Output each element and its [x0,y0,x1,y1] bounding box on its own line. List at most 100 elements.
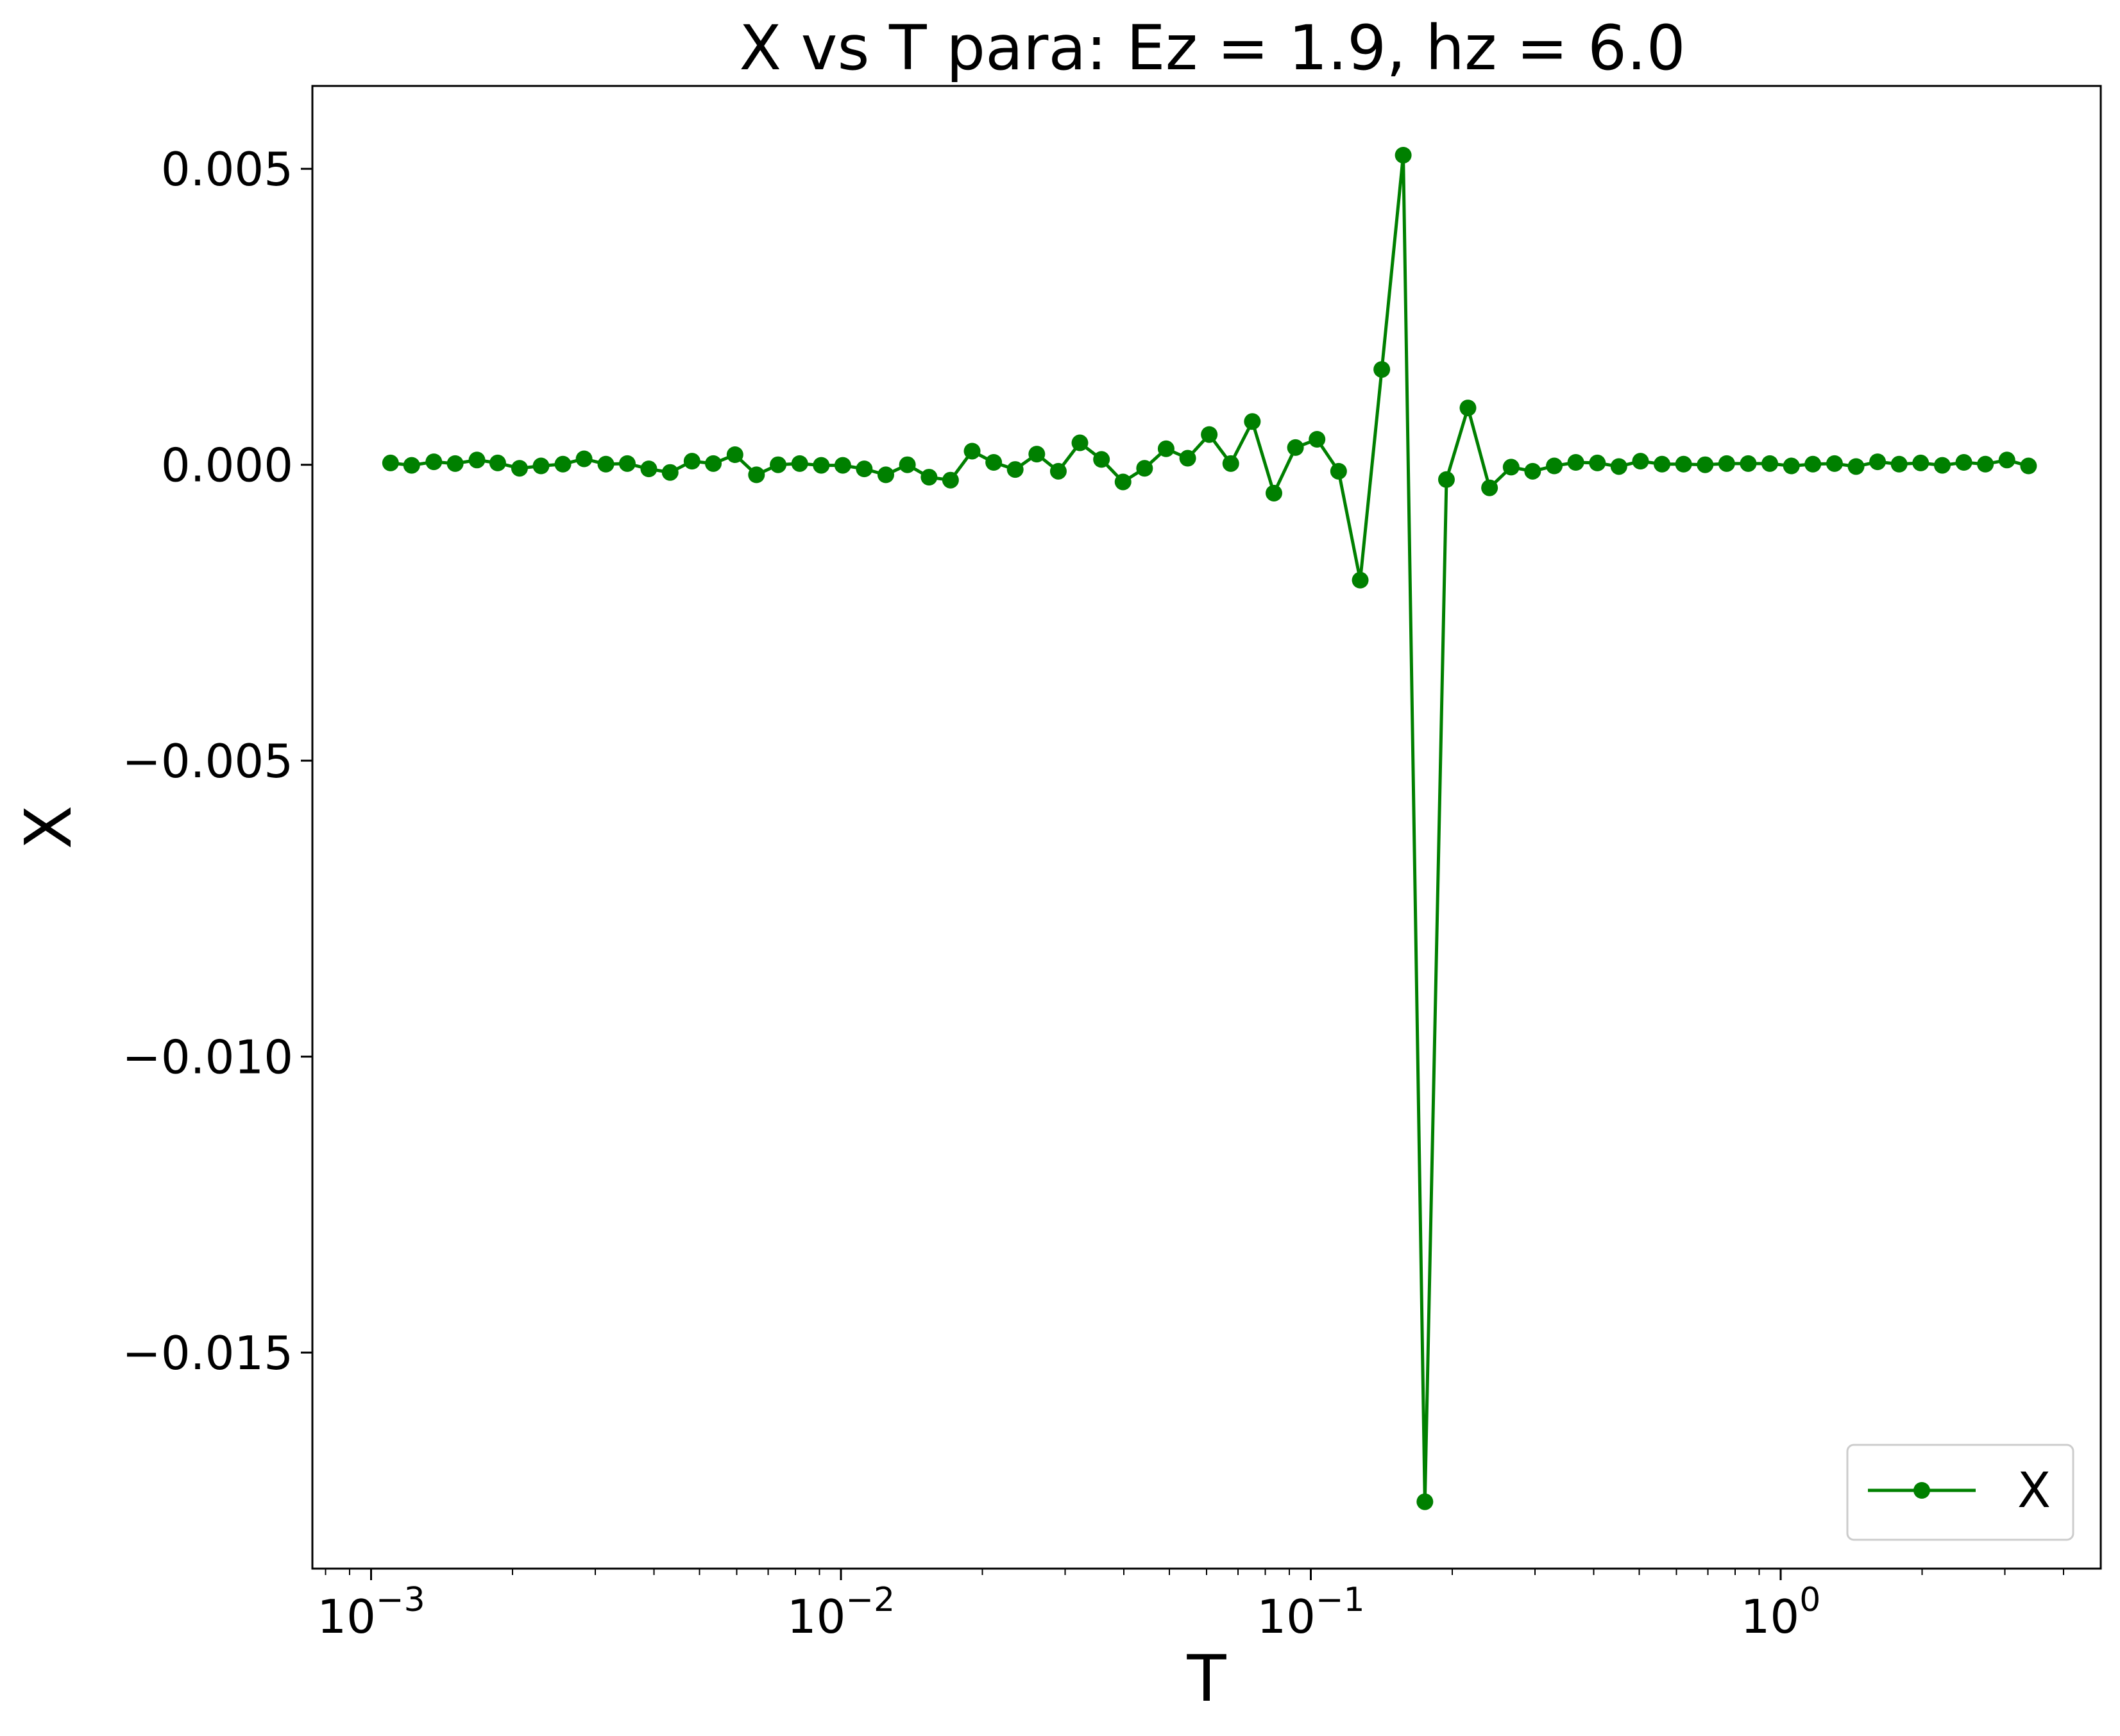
data-point [1352,571,1369,589]
x-tick-label: 10−1 [1257,1581,1364,1644]
y-tick-label: −0.010 [123,1031,293,1084]
data-point [1179,450,1196,467]
data-point [1309,431,1326,448]
x-tick-base: 10 [1741,1590,1800,1644]
data-point [1201,426,1218,443]
data-point [403,457,420,474]
y-tick-label: 0.000 [161,439,293,493]
data-point [1675,455,1692,473]
data-point [468,451,486,469]
data-point [1654,455,1671,473]
chart-title: X vs T para: Ez = 1.9, hz = 6.0 [739,12,1685,84]
data-point [382,454,399,471]
y-axis-label: X [11,805,86,850]
x-tick-base: 10 [1257,1590,1316,1644]
data-point [1933,457,1951,474]
data-point [618,455,636,472]
data-point [446,455,464,472]
data-point [1761,455,1779,472]
data-point [1114,473,1132,491]
data-point [1459,400,1477,417]
data-point [1977,455,1994,473]
data-point [1481,479,1498,496]
data-point [1869,453,1887,471]
data-point [1998,451,2015,469]
data-point [942,471,959,489]
data-point [661,464,679,481]
y-tick-label: 0.005 [161,142,293,196]
x-tick-label: 10−3 [317,1581,425,1644]
data-point [1955,454,1972,471]
data-point [1610,458,1627,475]
data-point [770,456,787,473]
data-point [2020,457,2037,475]
data-point [1222,455,1239,472]
data-point [554,455,572,473]
data-point [1502,459,1520,476]
series-x-line [390,155,2030,1502]
data-point [1740,455,1757,472]
data-point [1373,361,1391,378]
data-point [1028,446,1046,463]
data-point [1265,484,1282,501]
legend: X [1846,1444,2074,1541]
data-point [1912,454,1929,471]
data-point [1006,461,1024,478]
data-point [813,457,830,474]
data-point [726,446,743,463]
x-tick-label: 100 [1741,1581,1821,1644]
x-axis-ticks: 10−3 10−2 10−1 100 [317,1569,1820,1644]
data-point [1395,146,1412,164]
data-point [1071,434,1089,451]
data-point [963,442,981,460]
data-point [425,453,443,471]
y-tick-label: −0.005 [123,734,293,788]
data-point [640,460,657,478]
data-point [1847,458,1865,475]
data-point [705,455,722,472]
data-point [1136,460,1153,477]
x-tick-exponent: −2 [845,1581,895,1619]
data-point [856,460,873,478]
data-point [1287,439,1304,456]
data-point [1783,457,1800,475]
data-point [1632,453,1649,470]
legend-label: X [2017,1462,2051,1519]
data-point [1589,454,1606,471]
data-point [1697,456,1714,473]
data-point [748,466,765,484]
legend-marker-sample [1913,1482,1930,1499]
data-point [985,454,1003,471]
data-point [834,457,851,474]
data-point [877,466,894,484]
x-axis-label: T [1186,1641,1226,1716]
x-axis-minor-ticks [325,1569,2065,1575]
data-point [575,450,593,468]
data-point [1718,455,1735,472]
data-point [1093,451,1110,468]
data-point [597,455,615,473]
data-point [1567,454,1584,471]
series-x-markers [382,146,2037,1510]
data-point [532,457,550,475]
x-tick-label: 10−2 [787,1581,895,1644]
x-tick-exponent: 0 [1799,1581,1820,1619]
x-tick-exponent: −3 [376,1581,425,1619]
data-point [899,456,916,473]
data-point [1157,440,1174,457]
data-point [920,469,938,486]
y-axis-ticks: 0.005 0.000 −0.005 −0.010 −0.015 [123,142,312,1380]
data-point [1826,455,1843,472]
data-point [1524,462,1541,480]
data-point [1546,457,1563,475]
data-point [1330,462,1347,480]
data-point [1804,455,1822,473]
data-point [1890,455,1908,473]
data-point [683,453,700,470]
legend-box [1846,1444,2074,1541]
data-point [791,455,808,472]
y-tick-label: −0.015 [123,1326,293,1380]
data-point [1437,471,1455,488]
